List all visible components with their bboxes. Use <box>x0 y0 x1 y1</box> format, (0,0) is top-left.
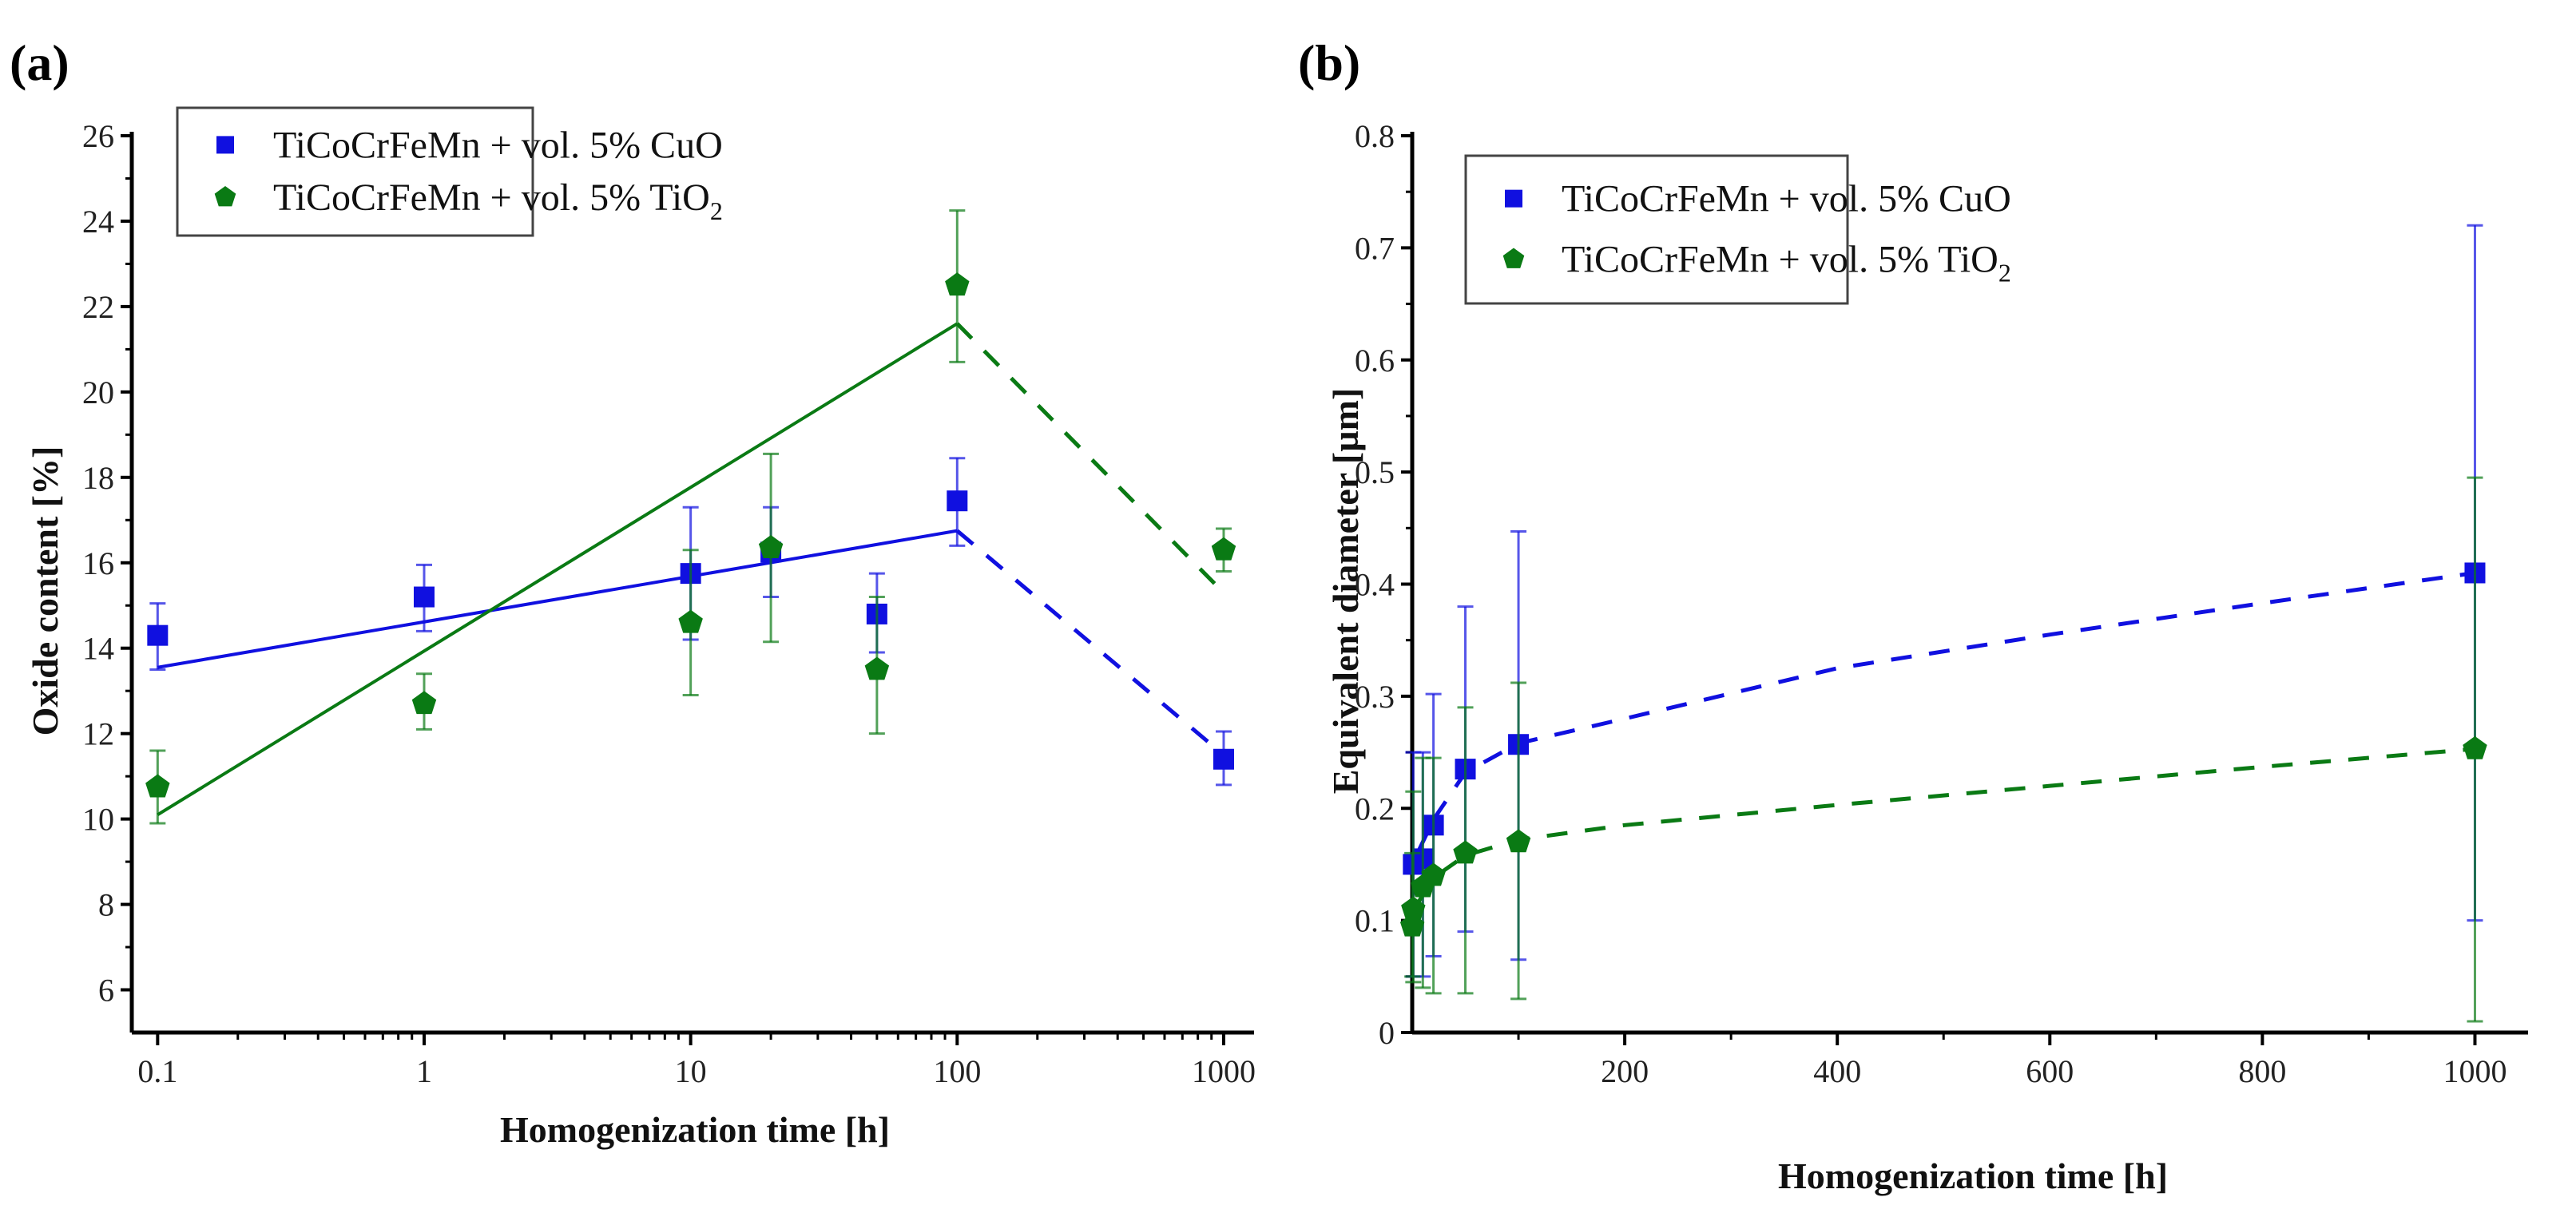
fit-line-dashed <box>955 529 1225 757</box>
data-point-pentagon <box>758 535 784 558</box>
legend-entry-subscript: 2 <box>1998 259 2011 287</box>
y-tick-label: 16 <box>82 545 114 581</box>
fit-line-solid <box>157 322 959 816</box>
data-point-square <box>1213 748 1234 770</box>
y-tick-label: 6 <box>98 973 114 1009</box>
x-tick-label: 1000 <box>2443 1053 2507 1089</box>
legend-entry-label: TiCoCrFeMn + vol. 5% TiO2 <box>1562 239 2011 287</box>
fit-line-dashed <box>1415 747 2475 905</box>
panel-b-equivalent-diameter-chart: (b) Homogenization time [h] Equivalent d… <box>1298 34 2528 1196</box>
y-tick-label: 12 <box>82 716 114 752</box>
y-tick-label: 0 <box>1379 1015 1395 1051</box>
panel-a-y-axis-title: Oxide content [%] <box>25 446 65 736</box>
data-point-pentagon <box>1453 840 1478 864</box>
y-tick-label: 22 <box>82 289 114 325</box>
y-tick-label: 0.2 <box>1355 791 1395 826</box>
data-point-square <box>147 624 169 646</box>
x-tick-label: 100 <box>933 1053 981 1089</box>
legend-marker-square <box>216 136 234 154</box>
x-tick-label: 0.1 <box>137 1053 177 1089</box>
x-tick-label: 1 <box>416 1053 432 1089</box>
x-tick-label: 800 <box>2238 1053 2286 1089</box>
data-point-pentagon <box>2463 735 2487 759</box>
data-point-pentagon <box>1421 862 1446 886</box>
fit-line-solid <box>157 529 958 669</box>
y-tick-label: 26 <box>82 118 114 154</box>
panel-a-label: (a) <box>10 34 69 91</box>
legend-entry-label: TiCoCrFeMn + vol. 5% CuO <box>1562 178 2011 220</box>
legend-entry-label: TiCoCrFeMn + vol. 5% TiO2 <box>273 176 723 225</box>
data-point-pentagon <box>1211 537 1236 561</box>
x-tick-label: 600 <box>2026 1053 2074 1089</box>
y-tick-label: 0.8 <box>1355 118 1395 154</box>
panel-a-x-axis-title: Homogenization time [h] <box>500 1109 890 1150</box>
data-point-square <box>947 490 968 512</box>
data-point-pentagon <box>678 609 703 633</box>
panel-b-x-axis-title: Homogenization time [h] <box>1778 1155 2168 1196</box>
legend-entry-subscript: 2 <box>710 196 723 225</box>
legend-entry-label: TiCoCrFeMn + vol. 5% CuO <box>273 124 723 166</box>
legend-marker-square <box>1505 189 1522 208</box>
legend-marker-pentagon <box>1502 248 1525 268</box>
legend-box <box>176 106 534 237</box>
data-point-pentagon <box>945 272 970 296</box>
fit-line-dashed <box>955 322 1225 594</box>
data-point-pentagon <box>864 656 890 680</box>
data-point-square <box>413 586 435 608</box>
legend-entry-text: TiCoCrFeMn + vol. 5% TiO <box>1562 239 1998 281</box>
y-tick-label: 10 <box>82 802 114 838</box>
panel-b-y-axis-title: Equivalent diameter [µm] <box>1325 388 1366 795</box>
legend-entry-text: TiCoCrFeMn + vol. 5% CuO <box>273 124 723 166</box>
fit-line-dashed <box>1415 570 2475 854</box>
data-point-pentagon <box>1401 896 1426 920</box>
x-tick-label: 200 <box>1601 1053 1649 1089</box>
legend-entry-text: TiCoCrFeMn + vol. 5% CuO <box>1562 178 2011 220</box>
y-tick-label: 0.4 <box>1355 567 1395 603</box>
x-tick-label: 1000 <box>1192 1053 1256 1089</box>
y-tick-label: 14 <box>82 631 114 667</box>
legend-marker-pentagon <box>214 186 236 207</box>
y-tick-label: 0.7 <box>1355 230 1395 266</box>
y-tick-label: 0.1 <box>1355 903 1395 939</box>
data-point-pentagon <box>145 774 170 798</box>
y-tick-label: 20 <box>82 375 114 410</box>
legend-box <box>1464 154 1849 305</box>
data-point-pentagon <box>1506 829 1531 853</box>
y-tick-label: 0.5 <box>1355 454 1395 490</box>
data-point-pentagon <box>411 691 437 715</box>
legend-entry-text: TiCoCrFeMn + vol. 5% TiO <box>273 176 710 219</box>
y-tick-label: 0.6 <box>1355 343 1395 379</box>
x-tick-label: 400 <box>1813 1053 1861 1089</box>
panel-a-oxide-content-chart: (a) Homogenization time [h] Oxide conten… <box>10 34 1256 1150</box>
y-tick-label: 0.3 <box>1355 679 1395 715</box>
panel-b-label: (b) <box>1298 34 1360 91</box>
y-tick-label: 18 <box>82 460 114 496</box>
x-tick-label: 10 <box>675 1053 707 1089</box>
y-tick-label: 8 <box>98 887 114 923</box>
y-tick-label: 24 <box>82 204 114 240</box>
